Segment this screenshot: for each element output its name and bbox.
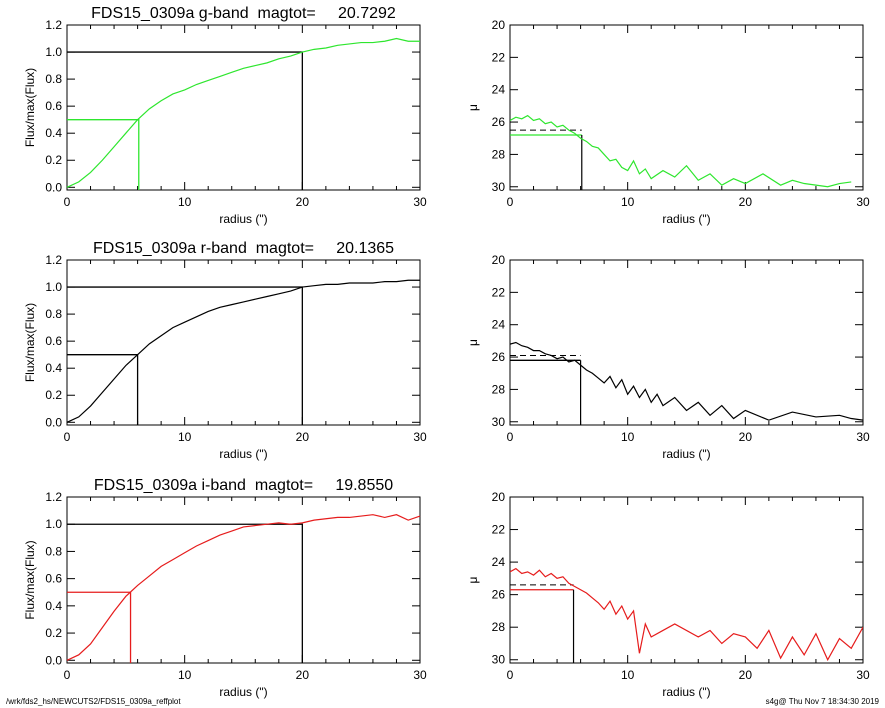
panel-6-ytick-label: 26 bbox=[492, 588, 506, 602]
panel-1-ytick-label: 0.4 bbox=[45, 126, 62, 140]
panel-2-frame bbox=[509, 24, 864, 191]
panel-6-ylabel: μ bbox=[466, 576, 480, 583]
panel-1-ytick-label: 0.2 bbox=[45, 153, 62, 167]
panel-4-ytick-label: 20 bbox=[492, 253, 506, 267]
panel-2-xtick-label: 10 bbox=[621, 195, 635, 209]
panel-5-ytick-label: 0.6 bbox=[45, 572, 62, 586]
panel-6-ytick-label: 30 bbox=[492, 653, 506, 667]
panel-2-xtick-label: 30 bbox=[856, 195, 870, 209]
panel-1-xtick-label: 20 bbox=[296, 195, 310, 209]
panel-1-series-line bbox=[66, 37, 420, 188]
panel-5-xtick-label: 20 bbox=[296, 668, 310, 682]
panel-4-ytick-label: 22 bbox=[492, 285, 506, 299]
panel-4-ylabel: μ bbox=[466, 339, 480, 346]
panel-3-series-line bbox=[66, 279, 420, 423]
panel-4-xtick-label: 20 bbox=[739, 430, 753, 444]
panel-6-xlabel: radius (") bbox=[662, 685, 710, 699]
panel-5-ylabel: Flux/max(Flux) bbox=[23, 540, 37, 619]
panel-2-ytick-label: 26 bbox=[492, 115, 506, 129]
panel-5-ytick-label: 1.2 bbox=[45, 490, 62, 504]
panel-4-ytick-label: 26 bbox=[492, 350, 506, 364]
panel-1-reference-lines bbox=[67, 51, 303, 190]
panel-6-frame bbox=[509, 496, 864, 664]
panel-6-ytick-label: 24 bbox=[492, 555, 506, 569]
panel-1-frame bbox=[66, 24, 421, 191]
panel-4-xtick-label: 0 bbox=[507, 430, 514, 444]
panel-3-xtick-label: 0 bbox=[64, 430, 71, 444]
panel-1-title: FDS15_0309a g-band magtot= 20.7292 bbox=[91, 5, 396, 22]
panel-3-xtick-label: 20 bbox=[296, 430, 310, 444]
panel-3-title: FDS15_0309a r-band magtot= 20.1365 bbox=[93, 240, 394, 257]
panel-3-ylabel: Flux/max(Flux) bbox=[23, 303, 37, 382]
panel-6-ytick-label: 28 bbox=[492, 620, 506, 634]
panel-1-xtick-label: 10 bbox=[178, 195, 192, 209]
panel-5-xtick-label: 0 bbox=[64, 668, 71, 682]
panel-2-xlabel: radius (") bbox=[662, 212, 710, 226]
panel-3-reference-lines bbox=[67, 286, 303, 425]
panel-3-ytick-label: 0.2 bbox=[45, 388, 62, 402]
panel-3-frame bbox=[66, 259, 421, 426]
panel-6-xtick-label: 30 bbox=[856, 668, 870, 682]
panel-2-ytick-label: 20 bbox=[492, 18, 506, 32]
panel-3-ytick-label: 0.4 bbox=[45, 361, 62, 375]
panel-3-ytick-label: 1.0 bbox=[45, 280, 62, 294]
panel-4-xtick-label: 10 bbox=[621, 430, 635, 444]
panel-4-xtick-label: 30 bbox=[856, 430, 870, 444]
panel-1-ytick-label: 1.2 bbox=[45, 18, 62, 32]
panel-4-ytick-label: 24 bbox=[492, 318, 506, 332]
panel-3-xlabel: radius (") bbox=[219, 447, 267, 461]
panel-5-frame bbox=[66, 496, 421, 664]
panel-3-ytick-label: 1.2 bbox=[45, 253, 62, 267]
panel-1-ytick-label: 0.6 bbox=[45, 99, 62, 113]
panel-5-xlabel: radius (") bbox=[219, 685, 267, 699]
panel-2-series-line bbox=[510, 114, 852, 188]
panel-2-ylabel: μ bbox=[466, 104, 480, 111]
panel-4-xlabel: radius (") bbox=[662, 447, 710, 461]
panel-5-xtick-label: 30 bbox=[413, 668, 427, 682]
panel-1-half-light-lines bbox=[67, 119, 140, 190]
panel-6-series-line bbox=[510, 567, 863, 662]
panel-1-xtick-label: 30 bbox=[413, 195, 427, 209]
panel-2-ytick-label: 30 bbox=[492, 180, 506, 194]
panel-1-xtick-label: 0 bbox=[64, 195, 71, 209]
panel-6-xtick-label: 10 bbox=[621, 668, 635, 682]
panel-3-xtick-label: 30 bbox=[413, 430, 427, 444]
panel-1-ytick-label: 1.0 bbox=[45, 45, 62, 59]
panel-4-frame bbox=[509, 259, 864, 426]
panel-2-xtick-label: 0 bbox=[507, 195, 514, 209]
panel-3-xtick-label: 10 bbox=[178, 430, 192, 444]
panel-4-ytick-label: 30 bbox=[492, 415, 506, 429]
panel-3-ytick-label: 0.0 bbox=[45, 415, 62, 429]
panel-3-ytick-label: 0.8 bbox=[45, 307, 62, 321]
panel-2-xtick-label: 20 bbox=[739, 195, 753, 209]
panel-2-ytick-label: 24 bbox=[492, 83, 506, 97]
footer-timestamp: s4g@ Thu Nov 7 18:34:30 2019 bbox=[765, 697, 879, 706]
panel-1-xlabel: radius (") bbox=[219, 212, 267, 226]
panel-4-ytick-label: 28 bbox=[492, 382, 506, 396]
panel-4-series-line bbox=[510, 341, 863, 421]
panel-6-ytick-label: 20 bbox=[492, 490, 506, 504]
panel-5-series-line bbox=[66, 514, 421, 661]
panel-6-xtick-label: 20 bbox=[739, 668, 753, 682]
panel-1-ytick-label: 0.0 bbox=[45, 180, 62, 194]
panel-3-ytick-label: 0.6 bbox=[45, 334, 62, 348]
panel-1-ytick-label: 0.8 bbox=[45, 72, 62, 86]
panel-6-xtick-label: 0 bbox=[507, 668, 514, 682]
footer-path: /wrk/fds2_hs/NEWCUTS2/FDS15_0309a_reffpl… bbox=[6, 697, 181, 706]
panel-5-ytick-label: 0.2 bbox=[45, 626, 62, 640]
panel-1-ylabel: Flux/max(Flux) bbox=[23, 68, 37, 147]
panel-2-ytick-label: 28 bbox=[492, 147, 506, 161]
panel-5-title: FDS15_0309a i-band magtot= 19.8550 bbox=[94, 477, 393, 494]
panel-5-reference-lines bbox=[67, 523, 303, 663]
panel-5-ytick-label: 0.8 bbox=[45, 544, 62, 558]
panel-2-ytick-label: 22 bbox=[492, 50, 506, 64]
panel-6-ytick-label: 22 bbox=[492, 523, 506, 537]
panel-5-ytick-label: 1.0 bbox=[45, 517, 62, 531]
panel-5-ytick-label: 0.4 bbox=[45, 599, 62, 613]
panel-5-ytick-label: 0.0 bbox=[45, 653, 62, 667]
panel-5-xtick-label: 10 bbox=[178, 668, 192, 682]
